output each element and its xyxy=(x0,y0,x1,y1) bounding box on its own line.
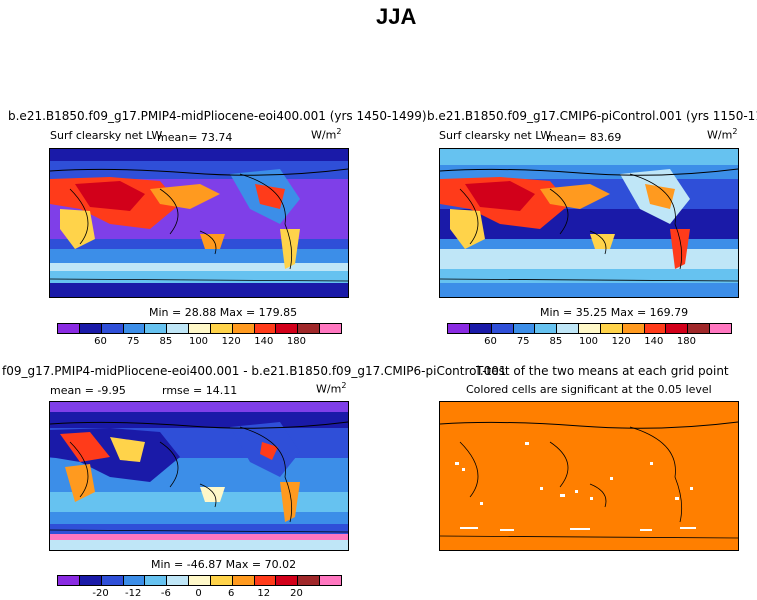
case-colorbar-segment xyxy=(167,324,190,333)
diff-colorbar-segment xyxy=(320,576,341,585)
diff-panel-title: f09_g17.PMIP4-midPliocene-eoi400.001 - b… xyxy=(2,364,507,378)
control-colorbar-tick-label: 180 xyxy=(676,336,696,347)
diff-colorbar-segment xyxy=(79,576,102,585)
case-colorbar-tick-label: 180 xyxy=(286,336,306,347)
diff-colorbar-segment xyxy=(123,576,146,585)
case-colorbar-tick-label: 140 xyxy=(254,336,274,347)
case-colorbar-tick-label: 60 xyxy=(94,336,107,347)
diff-colorbar-tick-label: 20 xyxy=(290,588,303,599)
control-minmax: Min = 35.25 Max = 169.79 xyxy=(540,306,689,319)
diff-colorbar xyxy=(57,575,342,586)
control-units-label: W/m2 xyxy=(707,127,738,142)
ttest-panel-title: T-test of the two means at each grid poi… xyxy=(476,364,729,378)
diff-colorbar-segment xyxy=(167,576,190,585)
case-colorbar xyxy=(57,323,342,334)
control-colorbar-segment xyxy=(688,324,711,333)
case-colorbar-segment xyxy=(276,324,299,333)
case-colorbar-segment xyxy=(320,324,341,333)
control-panel-title: b.e21.B1850.f09_g17.CMIP6-piControl.001 … xyxy=(427,109,757,123)
diff-colorbar-segment xyxy=(101,576,124,585)
case-units-label: W/m2 xyxy=(311,127,342,142)
case-panel-title: b.e21.B1850.f09_g17.PMIP4-midPliocene-eo… xyxy=(8,109,427,123)
case-colorbar-segment xyxy=(254,324,277,333)
control-colorbar-tick-label: 120 xyxy=(611,336,631,347)
case-colorbar-tick-label: 75 xyxy=(126,336,140,347)
diff-colorbar-segment xyxy=(210,576,233,585)
case-colorbar-segment xyxy=(298,324,321,333)
diff-colorbar-tick-label: 6 xyxy=(227,588,235,599)
diff-colorbar-tick-label: 0 xyxy=(195,588,202,599)
ttest-map xyxy=(439,401,739,551)
case-map xyxy=(49,148,349,298)
case-colorbar-tick-label: 100 xyxy=(188,336,209,347)
control-colorbar-tick-label: 140 xyxy=(644,336,664,347)
control-colorbar-segment xyxy=(513,324,536,333)
control-colorbar-segment xyxy=(710,324,731,333)
case-minmax: Min = 28.88 Max = 179.85 xyxy=(149,306,298,319)
control-colorbar-tick-label: 100 xyxy=(578,336,599,347)
ttest-subtitle: Colored cells are significant at the 0.0… xyxy=(466,383,712,396)
control-colorbar-segment xyxy=(600,324,623,333)
control-variable-label: Surf clearsky net LW xyxy=(439,129,552,142)
case-colorbar-tick-label: 120 xyxy=(221,336,241,347)
control-colorbar-segment xyxy=(579,324,601,333)
control-colorbar-segment xyxy=(622,324,645,333)
control-colorbar-segment xyxy=(469,324,492,333)
diff-minmax: Min = -46.87 Max = 70.02 xyxy=(151,558,297,571)
case-mean-label: mean= 73.74 xyxy=(157,131,233,144)
diff-colorbar-tick-label: -12 xyxy=(125,588,142,599)
case-colorbar-segment xyxy=(232,324,255,333)
case-colorbar-segment xyxy=(123,324,146,333)
control-colorbar-segment xyxy=(644,324,667,333)
case-colorbar-segment xyxy=(58,324,80,333)
control-map xyxy=(439,148,739,298)
diff-mean-label: mean = -9.95 xyxy=(50,384,126,397)
diff-colorbar-segment xyxy=(58,576,80,585)
case-colorbar-segment xyxy=(189,324,211,333)
diff-colorbar-segment xyxy=(232,576,255,585)
diff-map xyxy=(49,401,349,551)
case-variable-label: Surf clearsky net LW xyxy=(50,129,163,142)
control-colorbar-segment xyxy=(535,324,558,333)
case-colorbar-tick-label: 85 xyxy=(159,336,173,347)
diff-units-label: W/m2 xyxy=(316,381,347,396)
control-colorbar-tick-label: 60 xyxy=(484,336,497,347)
diff-colorbar-segment xyxy=(276,576,299,585)
diff-colorbar-segment xyxy=(145,576,168,585)
case-colorbar-segment xyxy=(210,324,233,333)
diff-colorbar-segment xyxy=(189,576,211,585)
diff-colorbar-segment xyxy=(298,576,321,585)
control-colorbar-segment xyxy=(491,324,514,333)
control-colorbar-tick-label: 85 xyxy=(549,336,563,347)
control-colorbar xyxy=(447,323,732,334)
control-colorbar-tick-label: 75 xyxy=(516,336,530,347)
case-colorbar-segment xyxy=(145,324,168,333)
case-colorbar-segment xyxy=(101,324,124,333)
diff-colorbar-segment xyxy=(254,576,277,585)
diff-colorbar-tick-label: -6 xyxy=(160,588,171,599)
control-colorbar-segment xyxy=(666,324,689,333)
diff-rmse-label: rmse = 14.11 xyxy=(162,384,238,397)
diff-colorbar-tick-label: 12 xyxy=(257,588,271,599)
control-colorbar-segment xyxy=(557,324,580,333)
diff-colorbar-tick-label: -20 xyxy=(92,588,109,599)
control-mean-label: mean= 83.69 xyxy=(546,131,622,144)
figure-title: JJA xyxy=(376,4,417,29)
case-colorbar-segment xyxy=(79,324,102,333)
control-colorbar-segment xyxy=(448,324,470,333)
